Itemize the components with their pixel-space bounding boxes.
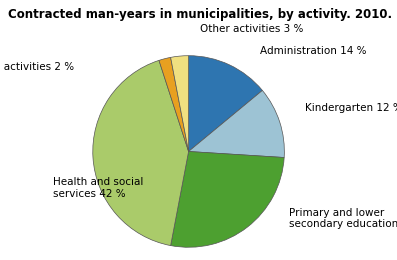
Text: Kindergarten 12 %: Kindergarten 12 % — [305, 103, 397, 113]
Text: Contracted man-years in municipalities, by activity. 2010. Per cent: Contracted man-years in municipalities, … — [8, 8, 397, 21]
Wedge shape — [159, 57, 189, 152]
Wedge shape — [189, 90, 284, 158]
Wedge shape — [189, 56, 262, 152]
Wedge shape — [171, 152, 284, 247]
Wedge shape — [93, 60, 189, 246]
Text: Cultural activities 2 %: Cultural activities 2 % — [0, 62, 73, 72]
Wedge shape — [171, 56, 189, 152]
Text: Other activities 3 %: Other activities 3 % — [200, 24, 303, 34]
Text: Health and social
services 42 %: Health and social services 42 % — [52, 177, 143, 199]
Text: Administration 14 %: Administration 14 % — [260, 46, 367, 56]
Text: Primary and lower
secondary education 27 %: Primary and lower secondary education 27… — [289, 208, 397, 229]
